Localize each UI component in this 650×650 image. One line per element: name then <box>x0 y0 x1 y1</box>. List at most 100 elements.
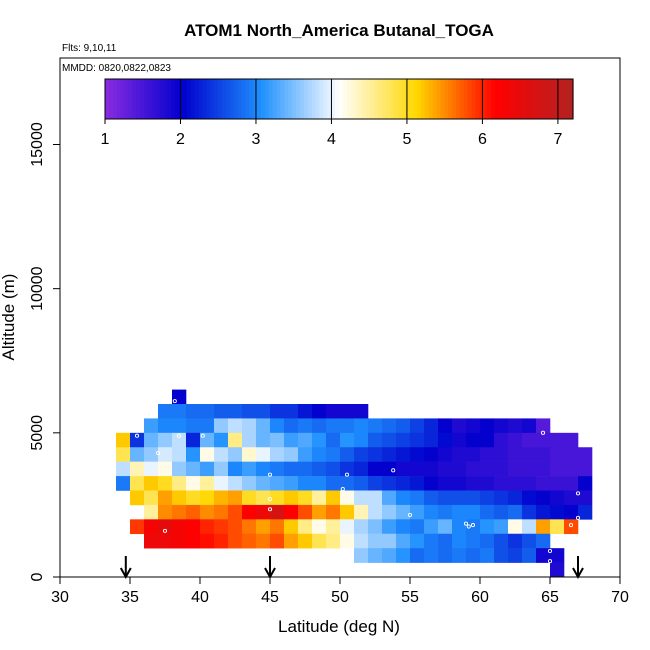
heatmap-cell <box>494 461 509 477</box>
heatmap-cell <box>550 562 565 578</box>
colorbar-swatch <box>350 79 356 119</box>
heatmap-cell <box>172 519 187 535</box>
heatmap-cell <box>284 461 299 477</box>
colorbar-swatch <box>186 79 192 119</box>
heatmap-cell <box>256 490 271 506</box>
heatmap-cell <box>144 504 159 520</box>
heatmap-cell <box>172 490 187 506</box>
heatmap-cell <box>550 476 565 491</box>
heatmap-cell <box>340 490 355 506</box>
heatmap-cell <box>424 490 439 506</box>
heatmap-cell <box>508 432 523 448</box>
colorbar-swatch <box>327 79 332 119</box>
heatmap-cell <box>298 476 313 491</box>
heatmap-cell <box>172 461 187 477</box>
colorbar-swatch <box>565 79 570 119</box>
heatmap-cell <box>508 418 523 434</box>
heatmap-cell <box>200 418 215 434</box>
heatmap-cell <box>256 432 271 448</box>
sample-point <box>162 528 168 533</box>
colorbar-swatch <box>479 79 484 119</box>
heatmap-cell <box>172 447 187 462</box>
colorbar-swatch <box>311 79 317 119</box>
sample-point <box>267 472 273 477</box>
heatmap-cell <box>578 490 593 506</box>
heatmap-cell <box>522 533 537 549</box>
colorbar-swatch <box>405 79 410 119</box>
colorbar-swatch <box>249 79 254 119</box>
heatmap-cell <box>298 447 313 462</box>
colorbar-swatch <box>366 79 371 119</box>
heatmap-cell <box>326 447 341 462</box>
colorbar-tick-label: 6 <box>478 131 487 148</box>
heatmap-cell <box>312 476 327 491</box>
colorbar-swatch <box>385 79 391 119</box>
colorbar-swatch <box>331 79 336 119</box>
heatmap-cell <box>522 504 537 520</box>
heatmap-cell <box>424 504 439 520</box>
heatmap-cell <box>354 432 369 448</box>
colorbar-swatch <box>569 79 574 119</box>
heatmap-cell <box>256 404 271 419</box>
heatmap-cell <box>326 476 341 491</box>
heatmap-cell <box>368 504 383 520</box>
heatmap-cell <box>158 533 173 549</box>
y-tick-label: 0 <box>29 572 46 581</box>
heatmap-cell <box>270 418 285 434</box>
heatmap-cell <box>158 504 173 520</box>
heatmap-cell <box>424 533 439 549</box>
heatmap-cell <box>396 418 411 434</box>
colorbar-swatch <box>315 79 321 119</box>
heatmap-cell <box>410 490 425 506</box>
colorbar-swatch <box>471 79 477 119</box>
heatmap-cell <box>438 504 453 520</box>
colorbar-swatch <box>420 79 426 119</box>
colorbar-swatch <box>370 79 375 119</box>
heatmap-cell <box>172 533 187 549</box>
heatmap-cell <box>466 476 481 491</box>
colorbar-swatch <box>319 79 324 119</box>
heatmap-cell <box>228 476 243 491</box>
heatmap-cell <box>410 461 425 477</box>
heatmap-cell <box>228 504 243 520</box>
heatmap-cell <box>298 404 313 419</box>
heatmap-cell <box>116 447 131 462</box>
heatmap-cell <box>480 490 495 506</box>
heatmap-cell <box>326 461 341 477</box>
heatmap-cell <box>340 404 355 419</box>
heatmap-cell <box>144 447 159 462</box>
heatmap-cell <box>214 533 229 549</box>
heatmap-cell <box>438 490 453 506</box>
sample-point <box>575 491 581 496</box>
heatmap-cell <box>508 461 523 477</box>
colorbar-swatch <box>541 79 547 119</box>
colorbar-swatch <box>272 79 278 119</box>
heatmap-cell <box>158 432 173 448</box>
heatmap-cell <box>396 504 411 520</box>
heatmap-cell <box>480 461 495 477</box>
heatmap-cell <box>186 504 201 520</box>
heatmap-cell <box>508 447 523 462</box>
heatmap-cell <box>522 418 537 434</box>
heatmap-cell <box>466 490 481 506</box>
sample-point <box>463 521 469 526</box>
heatmap-cell <box>564 476 579 491</box>
heatmap-cell <box>312 504 327 520</box>
colorbar-swatch <box>292 79 297 119</box>
heatmap-cell <box>368 461 383 477</box>
colorbar-swatch <box>498 79 504 119</box>
heatmap-cell <box>438 533 453 549</box>
flight-arrow-head <box>572 567 584 580</box>
colorbar-swatch <box>108 79 114 119</box>
heatmap-cell <box>550 490 565 506</box>
heatmap-cell <box>256 418 271 434</box>
colorbar-swatch <box>378 79 383 119</box>
heatmap-cell <box>382 461 397 477</box>
heatmap-cell <box>200 432 215 448</box>
heatmap-cell <box>340 533 355 549</box>
colorbar-swatch <box>549 79 555 119</box>
heatmap-cell <box>326 404 341 419</box>
chart-title: ATOM1 North_America Butanal_TOGA <box>184 21 494 40</box>
heatmap-cell <box>382 504 397 520</box>
heatmap-cell <box>284 476 299 491</box>
